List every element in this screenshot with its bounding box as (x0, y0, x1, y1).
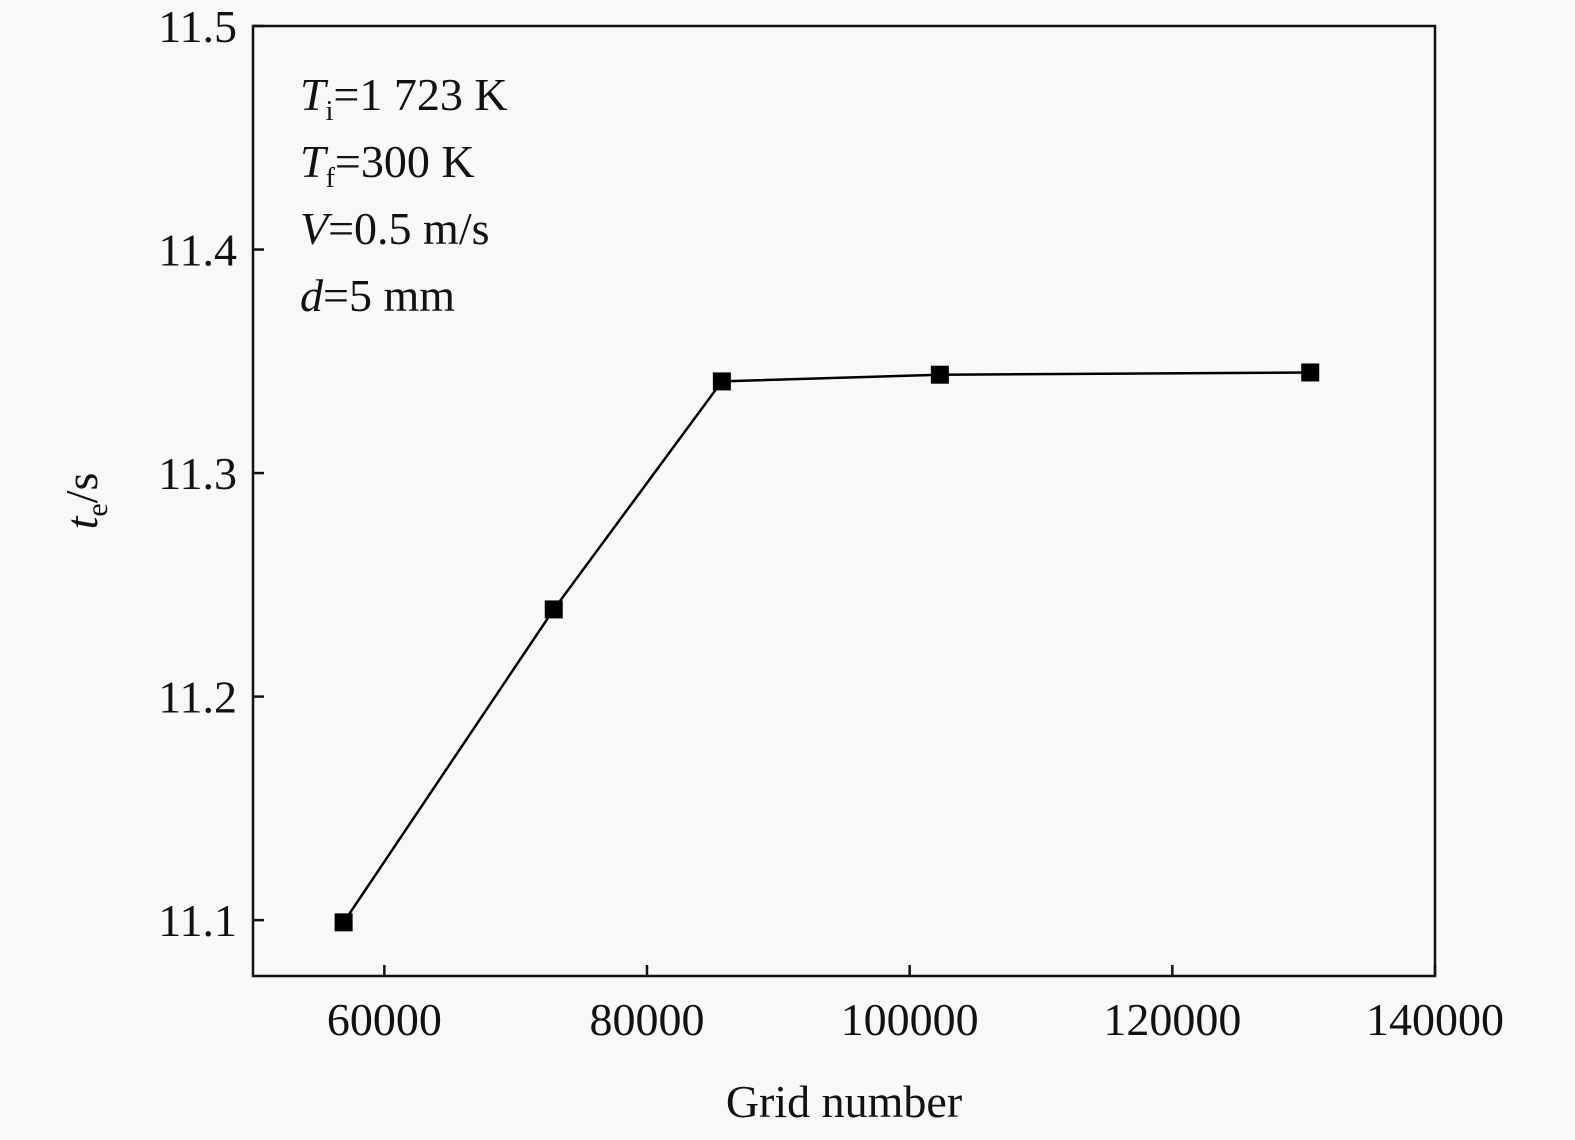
annotation-line: Ti=1 723 K (300, 69, 508, 127)
y-tick-label: 11.3 (158, 448, 237, 499)
x-tick-label: 80000 (590, 994, 705, 1045)
annotation-line: d=5 mm (300, 270, 455, 321)
data-point (334, 913, 353, 932)
x-tick-label: 60000 (327, 994, 442, 1045)
x-tick-label: 120000 (1103, 994, 1241, 1045)
y-tick-label: 11.2 (158, 672, 237, 723)
data-point (544, 600, 563, 619)
y-axis-label: te/s (56, 473, 114, 530)
series-line (342, 371, 1311, 924)
data-point (930, 365, 949, 384)
annotation-line: V=0.5 m/s (300, 203, 490, 254)
annotation-line: Tf=300 K (300, 136, 475, 194)
data-point (712, 372, 731, 391)
x-tick-label: 100000 (841, 994, 979, 1045)
x-axis-label: Grid number (726, 1076, 962, 1127)
y-tick-label: 11.1 (158, 895, 237, 946)
x-tick-label: 140000 (1366, 994, 1504, 1045)
y-tick-label: 11.5 (158, 1, 237, 52)
y-tick-label: 11.4 (158, 225, 237, 276)
plot-frame (251, 24, 1437, 978)
data-point (1301, 363, 1320, 382)
